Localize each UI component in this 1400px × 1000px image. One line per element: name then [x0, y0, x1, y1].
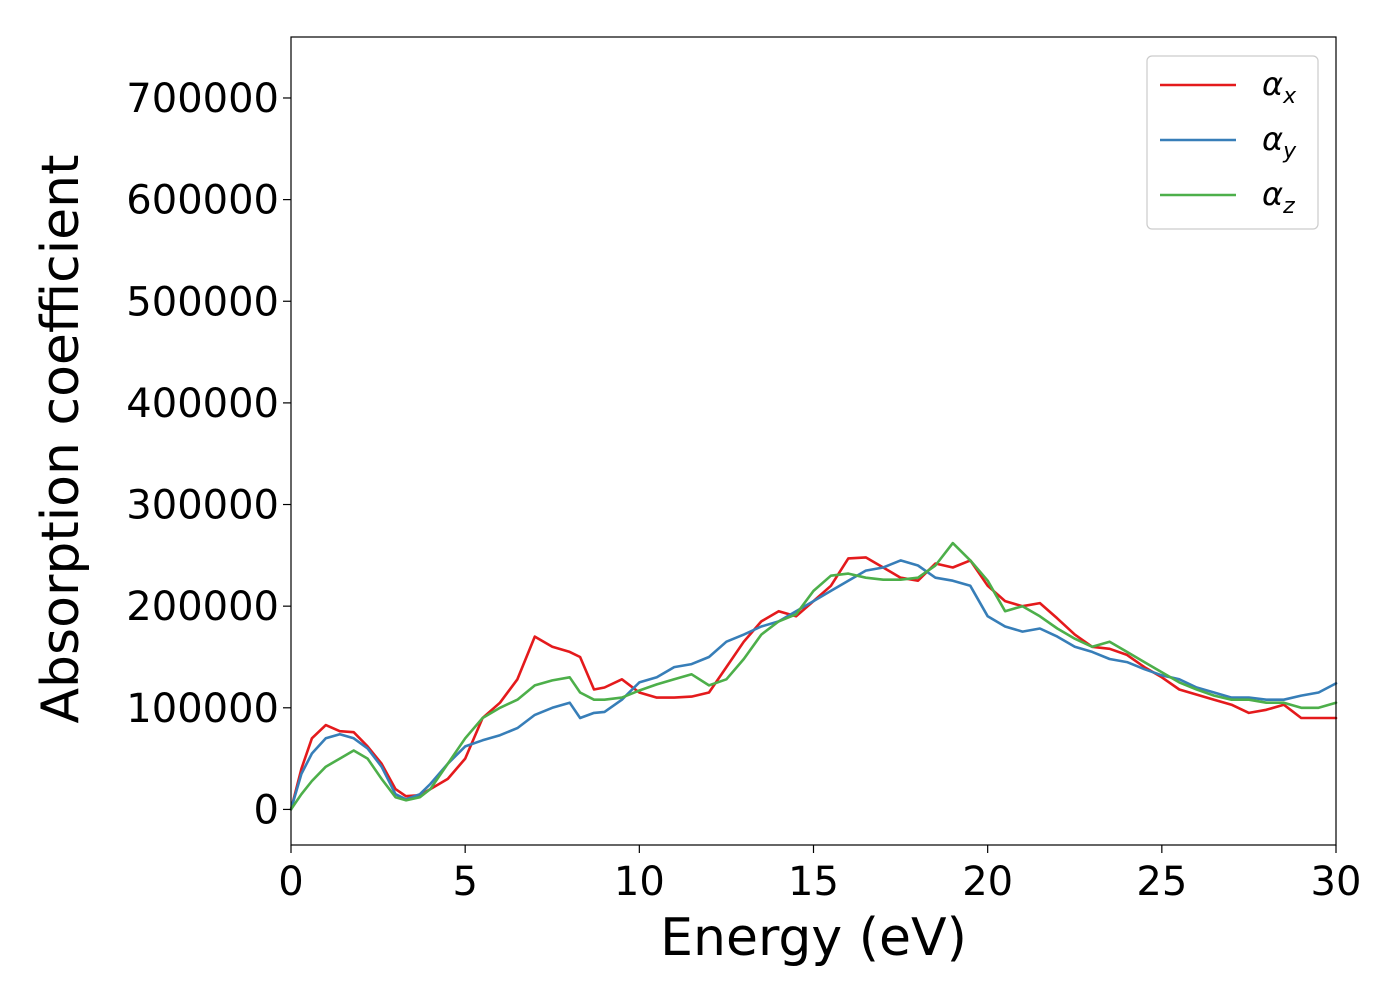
series-line-alpha-z	[289, 541, 1338, 811]
x-tick-label: 10	[614, 859, 665, 905]
x-tick-label: 5	[452, 859, 477, 905]
y-tick-label: 300000	[126, 483, 279, 529]
x-axis: 0 5 10 15 20 25 30	[278, 845, 1361, 905]
y-tick-label: 0	[254, 787, 279, 833]
y-axis: 0 100000 200000 300000 400000 500000 600000 700…	[126, 76, 291, 833]
x-tick-label: 15	[788, 859, 839, 905]
series-layer	[289, 541, 1338, 811]
y-tick-label: 500000	[126, 279, 279, 325]
x-tick-label: 20	[962, 859, 1013, 905]
x-axis-label: Energy (eV)	[660, 908, 967, 968]
x-tick-label: 30	[1311, 859, 1362, 905]
y-tick-label: 400000	[126, 381, 279, 427]
series-line-alpha-y	[289, 559, 1338, 811]
y-tick-label: 200000	[126, 584, 279, 630]
y-axis-label: Absorption coefficient	[31, 154, 91, 723]
y-tick-label: 100000	[126, 686, 279, 732]
y-tick-label: 600000	[126, 178, 279, 224]
x-tick-label: 25	[1136, 859, 1187, 905]
x-tick-label: 0	[278, 859, 303, 905]
legend-box	[1146, 55, 1319, 230]
y-tick-label: 700000	[126, 76, 279, 122]
